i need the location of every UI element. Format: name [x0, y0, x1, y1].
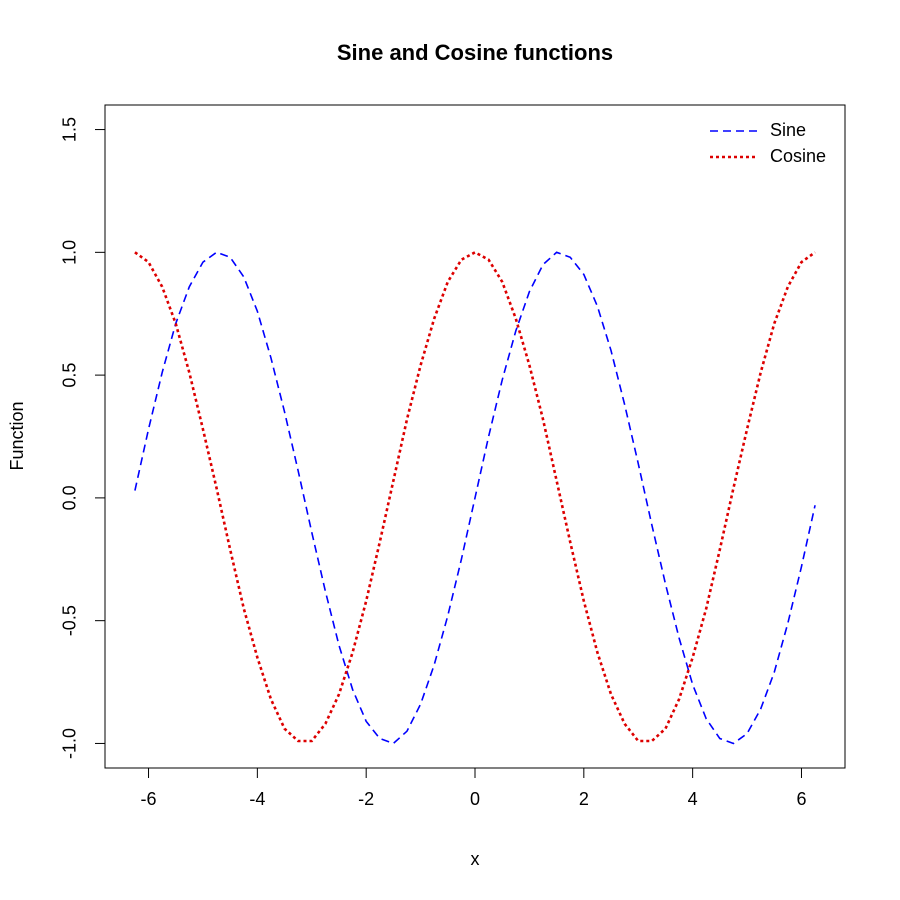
y-tick-label: 1.0 [60, 240, 80, 265]
x-tick-label: -6 [141, 789, 157, 809]
y-tick-label: 0.5 [60, 363, 80, 388]
chart-title: Sine and Cosine functions [337, 40, 613, 65]
y-tick-label: 1.5 [60, 117, 80, 142]
x-tick-label: 2 [579, 789, 589, 809]
y-tick-label: 0.0 [60, 485, 80, 510]
legend-label: Sine [770, 120, 806, 140]
y-tick-label: -0.5 [60, 605, 80, 636]
series-line [134, 250, 816, 743]
x-tick-label: -2 [358, 789, 374, 809]
x-axis-label: x [471, 849, 480, 869]
series-line [134, 251, 816, 745]
x-tick-label: 6 [796, 789, 806, 809]
x-tick-label: 4 [688, 789, 698, 809]
y-axis-label: Function [7, 401, 27, 470]
legend-label: Cosine [770, 146, 826, 166]
y-tick-label: -1.0 [60, 728, 80, 759]
x-tick-label: -4 [249, 789, 265, 809]
x-tick-label: 0 [470, 789, 480, 809]
